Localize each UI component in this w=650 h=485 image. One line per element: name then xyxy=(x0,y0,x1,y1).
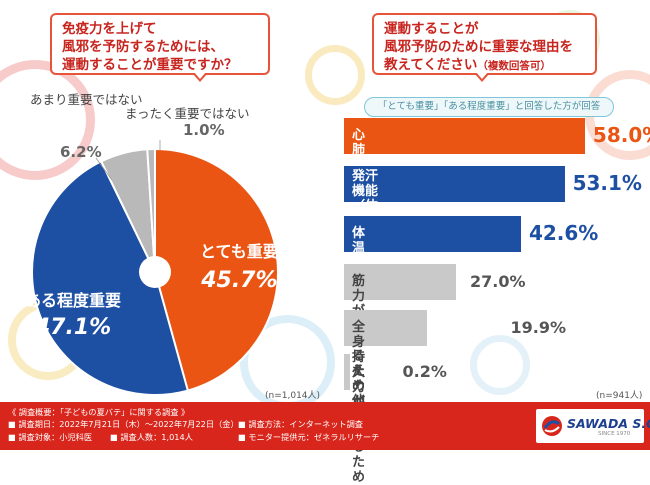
slice-value: 6.2% xyxy=(60,143,102,161)
bar-other xyxy=(344,354,350,390)
value-somewhat-not-important: 6.2% xyxy=(60,143,102,161)
pie-center-hole xyxy=(139,256,171,288)
value-not-important-at-all: 1.0% xyxy=(183,121,225,139)
slice-very-important xyxy=(154,147,279,392)
label-not-important-at-all: まったく重要ではない xyxy=(125,103,250,122)
bar-value: 42.6% xyxy=(528,221,599,245)
slice-label-text: ある程度重要 xyxy=(25,291,122,310)
bar-cardio xyxy=(344,118,585,154)
slice-value: 47.1% xyxy=(34,315,112,340)
logo-text: SAWADA S.C. xyxy=(567,416,650,431)
left-panel: 免疫力を上げて 風邪を予防するためには、 運動することが重要ですか？ あまり重要… xyxy=(0,0,325,401)
question-text: 教えてください xyxy=(384,57,478,73)
leader-line xyxy=(95,157,113,181)
bar-body-temp xyxy=(344,216,521,252)
label-very-important: とても重要 45.7% xyxy=(200,238,279,293)
question-box-right: 運動することが 風邪予防のために重要な理由を 教えてください（複数回答可） xyxy=(372,13,597,82)
survey-method: ■ 調査方法：インターネット調査 xyxy=(238,419,363,429)
question-line: 風邪予防のために重要な理由を xyxy=(384,39,573,55)
slice-label-text: まったく重要ではない xyxy=(125,106,250,121)
question-suffix: （複数回答可） xyxy=(477,60,551,72)
logo-sub: SINCE 1970 xyxy=(598,431,631,437)
survey-target: ■ 調査対象：小児科医 xyxy=(8,432,93,442)
label-somewhat-important: ある程度重要 47.1% xyxy=(25,287,121,340)
survey-count: ■ 調査人数：1,014人 xyxy=(110,432,193,442)
question-box-left: 免疫力を上げて 風邪を予防するためには、 運動することが重要ですか？ xyxy=(50,13,270,82)
slice-value: 1.0% xyxy=(183,121,225,139)
sample-size-left: (n=1,014人) xyxy=(265,391,321,401)
question-line: 風邪を予防するためには、 xyxy=(62,39,224,55)
question-line: 運動することが重要ですか？ xyxy=(62,57,238,73)
bar-sweat xyxy=(344,166,565,202)
question-line: 免疫力を上げて xyxy=(62,21,157,37)
bar-muscle xyxy=(344,264,457,300)
callout-tail xyxy=(194,72,206,79)
decor-circle xyxy=(0,60,95,180)
slice-label-text: とても重要 xyxy=(200,242,279,261)
bar-endurance xyxy=(344,310,427,346)
question-line: 運動することが xyxy=(384,21,479,37)
survey-title: 《 調査概要：「子どもの夏バテ」に関する調査 》 xyxy=(8,407,190,417)
question-line: 教えてください（複数回答可） xyxy=(384,56,585,75)
sawada-logo: SAWADA S.C. SINCE 1970 xyxy=(536,409,650,443)
bar-value: 27.0% xyxy=(470,272,526,291)
slice-not-important-at-all xyxy=(146,147,156,273)
bar-value: 0.2% xyxy=(402,362,447,381)
respondent-note: 「とても重要」「ある程度重要」と回答した方が回答 xyxy=(364,97,614,117)
bar-value: 19.9% xyxy=(510,318,567,337)
slice-somewhat-important xyxy=(31,160,190,396)
bar-value: 58.0% xyxy=(592,123,650,147)
survey-period: ■ 調査期日：2022年7月21日（木）～2022年7月22日（金） xyxy=(8,419,239,429)
footer: 《 調査概要：「子どもの夏バテ」に関する調査 》 ■ 調査期日：2022年7月2… xyxy=(0,402,650,450)
slice-value: 45.7% xyxy=(201,268,278,293)
sample-size-right: (n=941人) xyxy=(596,391,643,401)
callout-tail xyxy=(476,72,488,79)
bar-value: 53.1% xyxy=(572,171,642,195)
label-somewhat-not-important: あまり重要ではない xyxy=(30,92,143,108)
survey-monitor: ■ モニター提供元：ゼネラルリサーチ xyxy=(238,432,380,442)
slice-label-text: あまり重要ではない xyxy=(30,92,143,107)
pie-chart xyxy=(31,140,279,396)
logo-icon xyxy=(542,416,562,436)
decor-circle xyxy=(470,335,530,395)
decor-circle xyxy=(305,45,365,105)
